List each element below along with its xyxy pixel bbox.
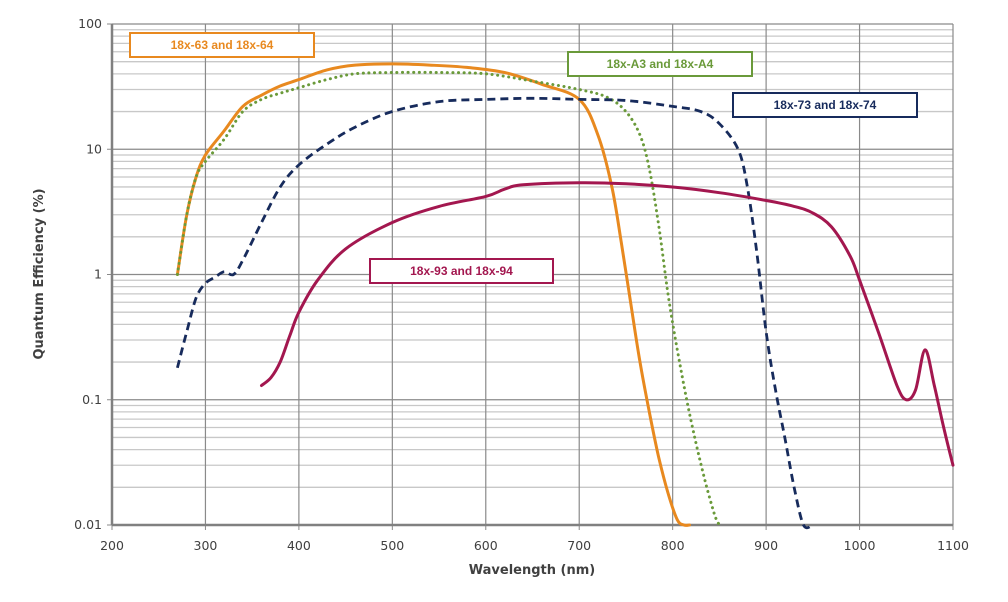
y-tick-label: 1 — [94, 267, 102, 282]
y-axis-title: Quantum Efficiency (%) — [32, 188, 47, 359]
series-label-18x-63: 18x-63 and 18x-64 — [129, 32, 315, 58]
series-line-18x-93-and-18x-94 — [260, 181, 955, 467]
y-tick-label: 0.1 — [82, 392, 102, 407]
series-line-18x-63-and-18x-64 — [175, 62, 691, 527]
x-tick-label: 300 — [194, 538, 218, 553]
x-axis-title: Wavelength (nm) — [469, 563, 595, 578]
series-line-18x-73-and-18x-74 — [176, 96, 814, 530]
series-label-18x-A3: 18x-A3 and 18x-A4 — [567, 51, 753, 77]
series-line-18x-a3-and-18x-a4 — [175, 70, 721, 527]
x-tick-label: 700 — [567, 538, 591, 553]
tick-labels: 0.01 0.1 1 10 100 200 300 400 500 600 700 800 900 100… — [74, 16, 969, 553]
axes — [107, 23, 954, 530]
x-tick-label: 1000 — [844, 538, 876, 553]
series-label-18x-93: 18x-93 and 18x-94 — [369, 258, 554, 284]
x-tick-label: 400 — [287, 538, 311, 553]
x-tick-label: 900 — [754, 538, 778, 553]
y-tick-label: 10 — [86, 141, 102, 156]
x-tick-label: 200 — [100, 538, 124, 553]
x-tick-label: 1100 — [937, 538, 969, 553]
x-tick-label: 600 — [474, 538, 498, 553]
y-tick-label: 100 — [78, 16, 102, 31]
series-label-18x-73: 18x-73 and 18x-74 — [732, 92, 918, 118]
x-tick-label: 800 — [661, 538, 685, 553]
x-tick-label: 500 — [380, 538, 404, 553]
y-tick-label: 0.01 — [74, 517, 102, 532]
series-layer — [175, 62, 955, 530]
